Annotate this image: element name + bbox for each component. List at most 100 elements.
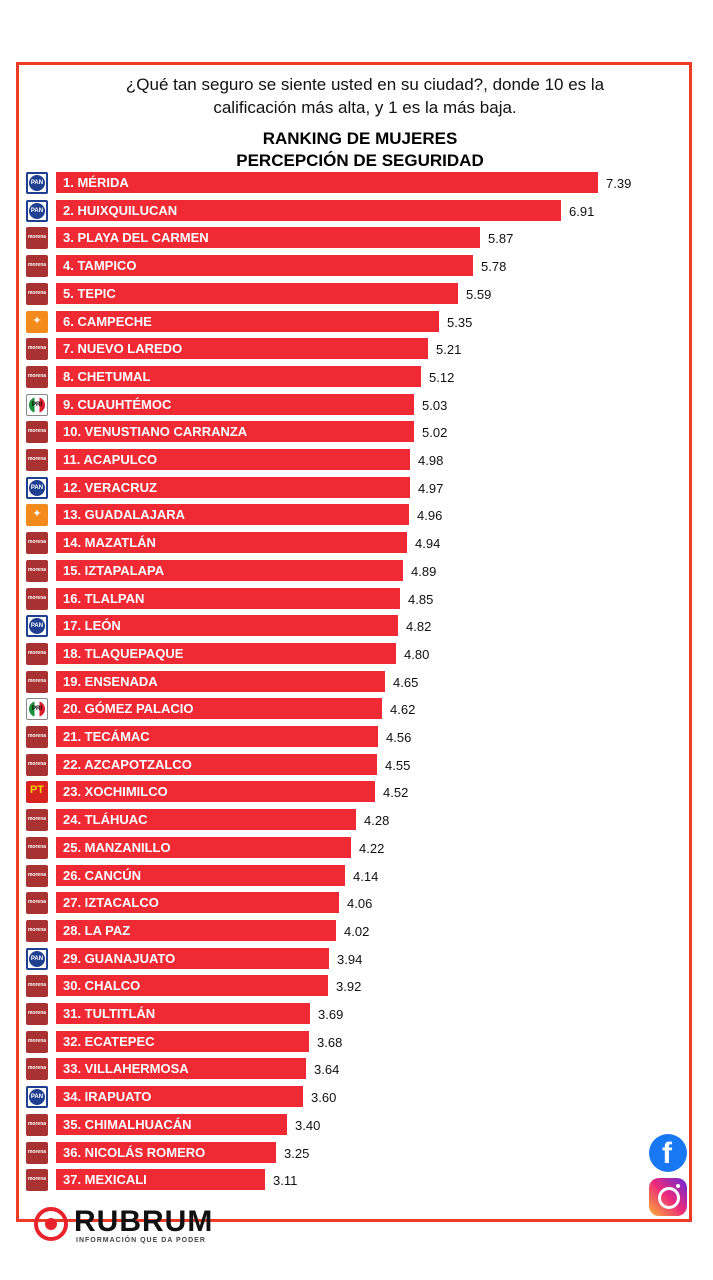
- morena-icon: morena: [26, 1030, 48, 1053]
- bar-value-label: 4.96: [417, 508, 443, 524]
- bar-category-label: 14. MAZATLÁN: [63, 535, 156, 551]
- bar-row: morena 37. MEXICALI 3.11: [26, 1167, 686, 1195]
- bar-category-label: 19. ENSENADA: [63, 673, 158, 689]
- bar-value-label: 4.28: [364, 813, 390, 829]
- bar-category-label: 32. ECATEPEC: [63, 1033, 155, 1049]
- party-icon-text: morena: [27, 262, 47, 269]
- party-icon-text: morena: [27, 871, 47, 878]
- party-icon-text: ✦: [32, 508, 42, 521]
- bar-row: morena 4. TAMPICO 5.78: [26, 253, 686, 281]
- bar: [56, 227, 480, 249]
- bar: [56, 864, 345, 886]
- bar-category-label: 11. ACAPULCO: [63, 452, 158, 467]
- bar: [56, 338, 428, 360]
- bar-value-label: 3.68: [317, 1034, 343, 1050]
- bar-row: morena 7. NUEVO LAREDO 5.21: [26, 336, 686, 364]
- morena-icon: morena: [26, 864, 48, 887]
- bar: [56, 1113, 287, 1135]
- bar-value-label: 4.52: [383, 785, 409, 801]
- morena-icon: morena: [26, 227, 48, 250]
- bar-category-label: 28. LA PAZ: [63, 922, 131, 938]
- bar: [56, 919, 336, 941]
- bar-row: morena 5. TEPIC 5.59: [26, 281, 686, 309]
- mc-icon: ✦: [26, 310, 48, 333]
- facebook-icon[interactable]: f: [649, 1134, 687, 1172]
- morena-icon: morena: [26, 587, 48, 610]
- bar: [56, 199, 561, 221]
- bar-value-label: 4.06: [347, 896, 373, 912]
- bar-category-label: 1. MÉRIDA: [63, 175, 129, 190]
- instagram-icon[interactable]: [649, 1178, 687, 1216]
- bar-value-label: 4.14: [353, 868, 379, 884]
- bar: [56, 1141, 276, 1163]
- party-icon-text: morena: [27, 843, 47, 850]
- bar-category-label: 36. NICOLÁS ROMERO: [63, 1144, 206, 1160]
- bar-value-label: 3.92: [336, 979, 362, 995]
- bar-category-label: 12. VERACRUZ: [63, 479, 157, 495]
- bar-value-label: 4.85: [408, 591, 434, 607]
- rubrum-logo-mark: [34, 1207, 68, 1241]
- bar-value-label: 4.55: [385, 757, 411, 773]
- bar-category-label: 15. IZTAPALAPA: [63, 562, 165, 578]
- bar-category-label: 24. TLÁHUAC: [63, 812, 148, 828]
- chart-title: RANKING DE MUJERES PERCEPCIÓN DE SEGURID…: [160, 128, 560, 172]
- bar-category-label: 31. TULTITLÁN: [63, 1006, 156, 1021]
- bar-row: PAN 1. MÉRIDA 7.39: [26, 170, 686, 198]
- bar-category-label: 17. LEÓN: [63, 618, 121, 634]
- question-line-2: calificación más alta, y 1 es la más baj…: [213, 98, 517, 117]
- bar-category-label: 13. GUADALAJARA: [63, 507, 186, 523]
- bar-row: ✦ 13. GUADALAJARA 4.96: [26, 502, 686, 530]
- bar-value-label: 4.82: [406, 619, 432, 635]
- bar-category-label: 23. XOCHIMILCO: [63, 784, 168, 800]
- bar-row: morena 3. PLAYA DEL CARMEN 5.87: [26, 225, 686, 253]
- bar-row: morena 28. LA PAZ 4.02: [26, 918, 686, 946]
- morena-icon: morena: [26, 753, 48, 776]
- bar-row: PAN 12. VERACRUZ 4.97: [26, 475, 686, 503]
- bar-value-label: 4.56: [386, 730, 412, 745]
- bar-category-label: 3. PLAYA DEL CARMEN: [63, 230, 209, 246]
- bar-category-label: 30. CHALCO: [63, 978, 141, 994]
- bar-category-label: 8. CHETUMAL: [63, 368, 151, 384]
- bar: [56, 670, 385, 692]
- morena-icon: morena: [26, 365, 48, 388]
- party-icon-text: morena: [27, 1148, 47, 1155]
- party-icon-text: morena: [27, 899, 47, 906]
- bar-value-label: 3.25: [284, 1145, 310, 1161]
- bar-row: PAN 34. IRAPUATO 3.60: [26, 1084, 686, 1112]
- bar-category-label: 7. NUEVO LAREDO: [63, 341, 183, 357]
- bar-row: morena 32. ECATEPEC 3.68: [26, 1029, 686, 1057]
- bar-category-label: 26. CANCÚN: [63, 867, 142, 883]
- bar: [56, 698, 382, 720]
- bar-value-label: 4.98: [418, 453, 444, 468]
- party-icon-text: morena: [27, 1037, 47, 1044]
- bar-category-label: 20. GÓMEZ PALACIO: [63, 701, 194, 717]
- pan-icon: PAN: [26, 199, 48, 222]
- bar: [56, 365, 421, 387]
- bar-category-label: 27. IZTACALCO: [63, 895, 159, 911]
- brand-tagline: INFORMACIÓN QUE DA PODER: [76, 1237, 206, 1244]
- bar: [56, 892, 339, 914]
- bar-value-label: 3.69: [318, 1007, 344, 1022]
- party-icon-text: ✦: [32, 314, 42, 327]
- party-icon-text: PAN: [29, 618, 45, 635]
- party-icon-text: morena: [27, 1176, 47, 1183]
- bar-category-label: 29. GUANAJUATO: [63, 950, 176, 966]
- party-icon-text: PT: [29, 784, 45, 797]
- bar-row: PRI 9. CUAUHTÉMOC 5.03: [26, 392, 686, 420]
- bar: [56, 559, 403, 581]
- bar-row: morena 27. IZTACALCO 4.06: [26, 890, 686, 918]
- morena-icon: morena: [26, 642, 48, 665]
- bar-row: morena 21. TECÁMAC 4.56: [26, 724, 686, 752]
- bar-row: morena 33. VILLAHERMOSA 3.64: [26, 1056, 686, 1084]
- bar-category-label: 37. MEXICALI: [63, 1172, 147, 1188]
- party-icon-text: morena: [27, 289, 47, 296]
- bar-category-label: 34. IRAPUATO: [63, 1089, 152, 1105]
- bar-category-label: 4. TAMPICO: [63, 258, 137, 274]
- bar: [56, 393, 414, 415]
- bar-value-label: 3.94: [337, 951, 363, 967]
- bar-category-label: 2. HUIXQUILUCAN: [63, 202, 178, 218]
- bar: [56, 504, 409, 526]
- pan-icon: PAN: [26, 947, 48, 970]
- party-icon-text: morena: [27, 733, 47, 739]
- bar: [56, 726, 378, 747]
